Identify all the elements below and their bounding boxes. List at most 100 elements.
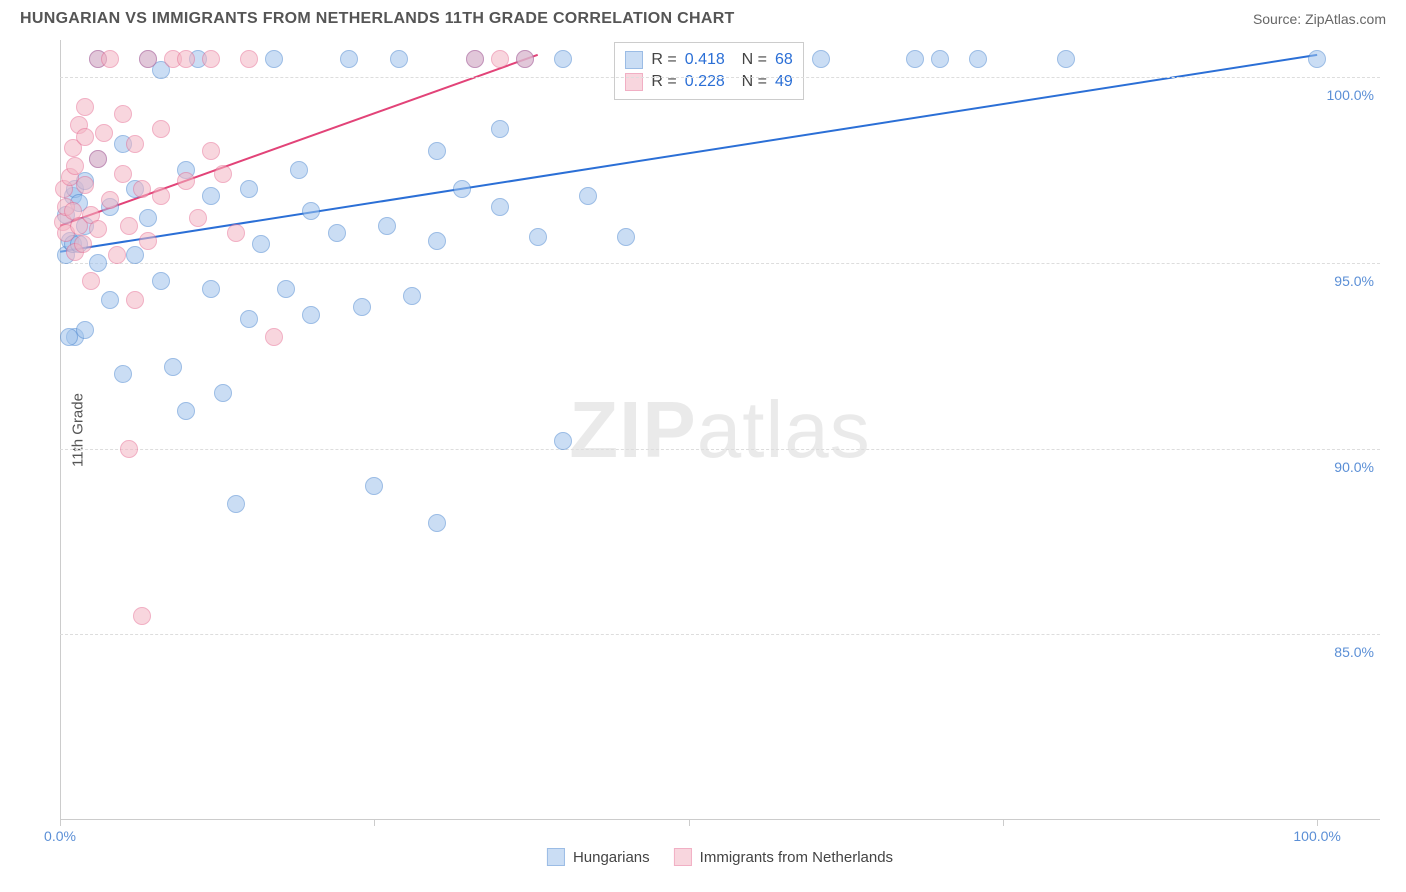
scatter-point — [328, 224, 346, 242]
scatter-point — [265, 50, 283, 68]
scatter-point — [76, 128, 94, 146]
legend-n-label: N = — [733, 73, 767, 91]
y-axis-line — [60, 40, 61, 820]
watermark-atlas: atlas — [697, 385, 871, 474]
scatter-point — [114, 165, 132, 183]
scatter-point — [277, 280, 295, 298]
y-tick-label: 90.0% — [1334, 459, 1374, 475]
correlation-legend: R = 0.418 N = 68R = 0.228 N = 49 — [614, 42, 803, 100]
scatter-point — [290, 161, 308, 179]
scatter-point — [617, 228, 635, 246]
scatter-point — [554, 432, 572, 450]
scatter-point — [428, 232, 446, 250]
scatter-point — [240, 50, 258, 68]
watermark: ZIPatlas — [569, 384, 870, 476]
scatter-point — [152, 272, 170, 290]
scatter-point — [74, 235, 92, 253]
scatter-point — [126, 135, 144, 153]
legend-n-value: 49 — [775, 73, 793, 91]
scatter-point — [227, 224, 245, 242]
scatter-point — [139, 50, 157, 68]
series-label: Hungarians — [573, 849, 650, 866]
scatter-point — [529, 228, 547, 246]
scatter-point — [1057, 50, 1075, 68]
trendlines-layer — [60, 40, 1380, 820]
scatter-point — [202, 280, 220, 298]
plot-area: 11th Grade ZIPatlas R = 0.418 N = 68R = … — [60, 40, 1380, 820]
scatter-point — [403, 287, 421, 305]
scatter-point — [1308, 50, 1326, 68]
scatter-point — [133, 607, 151, 625]
scatter-point — [177, 50, 195, 68]
scatter-point — [365, 477, 383, 495]
scatter-point — [177, 402, 195, 420]
gridline — [60, 77, 1380, 78]
scatter-point — [240, 310, 258, 328]
scatter-point — [95, 124, 113, 142]
scatter-point — [214, 384, 232, 402]
scatter-point — [177, 172, 195, 190]
scatter-point — [76, 321, 94, 339]
scatter-point — [378, 217, 396, 235]
gridline — [60, 263, 1380, 264]
scatter-point — [453, 180, 471, 198]
scatter-point — [89, 150, 107, 168]
legend-row: R = 0.228 N = 49 — [625, 71, 792, 93]
scatter-point — [428, 142, 446, 160]
scatter-point — [302, 202, 320, 220]
y-tick-label: 95.0% — [1334, 273, 1374, 289]
scatter-point — [60, 328, 78, 346]
scatter-point — [101, 50, 119, 68]
scatter-point — [302, 306, 320, 324]
scatter-point — [340, 50, 358, 68]
x-tick — [1003, 820, 1004, 826]
y-tick-label: 100.0% — [1327, 87, 1374, 103]
legend-row: R = 0.418 N = 68 — [625, 49, 792, 71]
scatter-point — [202, 142, 220, 160]
scatter-point — [66, 157, 84, 175]
scatter-point — [491, 50, 509, 68]
x-axis-line — [60, 819, 1380, 820]
scatter-point — [133, 180, 151, 198]
scatter-point — [906, 50, 924, 68]
x-tick-label: 100.0% — [1293, 820, 1340, 844]
scatter-point — [390, 50, 408, 68]
series-label: Immigrants from Netherlands — [700, 849, 893, 866]
scatter-point — [76, 98, 94, 116]
scatter-point — [101, 191, 119, 209]
x-tick — [689, 820, 690, 826]
scatter-point — [579, 187, 597, 205]
series-legend-item: Immigrants from Netherlands — [674, 848, 893, 866]
scatter-point — [227, 495, 245, 513]
scatter-point — [164, 358, 182, 376]
scatter-point — [353, 298, 371, 316]
scatter-point — [108, 246, 126, 264]
legend-n-value: 68 — [775, 51, 793, 69]
series-legend-item: Hungarians — [547, 848, 650, 866]
legend-swatch — [625, 73, 643, 91]
scatter-point — [101, 291, 119, 309]
scatter-point — [139, 232, 157, 250]
y-tick-label: 85.0% — [1334, 644, 1374, 660]
legend-r-label: R = — [651, 73, 676, 91]
scatter-point — [189, 209, 207, 227]
scatter-point — [466, 50, 484, 68]
scatter-point — [265, 328, 283, 346]
scatter-point — [139, 209, 157, 227]
gridline — [60, 449, 1380, 450]
scatter-point — [152, 187, 170, 205]
legend-r-value: 0.418 — [685, 51, 725, 69]
scatter-point — [240, 180, 258, 198]
chart-title: HUNGARIAN VS IMMIGRANTS FROM NETHERLANDS… — [20, 10, 735, 28]
scatter-point — [126, 291, 144, 309]
scatter-point — [89, 254, 107, 272]
scatter-point — [89, 220, 107, 238]
legend-swatch — [674, 848, 692, 866]
scatter-point — [114, 365, 132, 383]
scatter-point — [114, 105, 132, 123]
scatter-point — [202, 50, 220, 68]
x-tick — [374, 820, 375, 826]
x-tick-label: 0.0% — [44, 820, 76, 844]
legend-r-label: R = — [651, 51, 676, 69]
scatter-point — [214, 165, 232, 183]
